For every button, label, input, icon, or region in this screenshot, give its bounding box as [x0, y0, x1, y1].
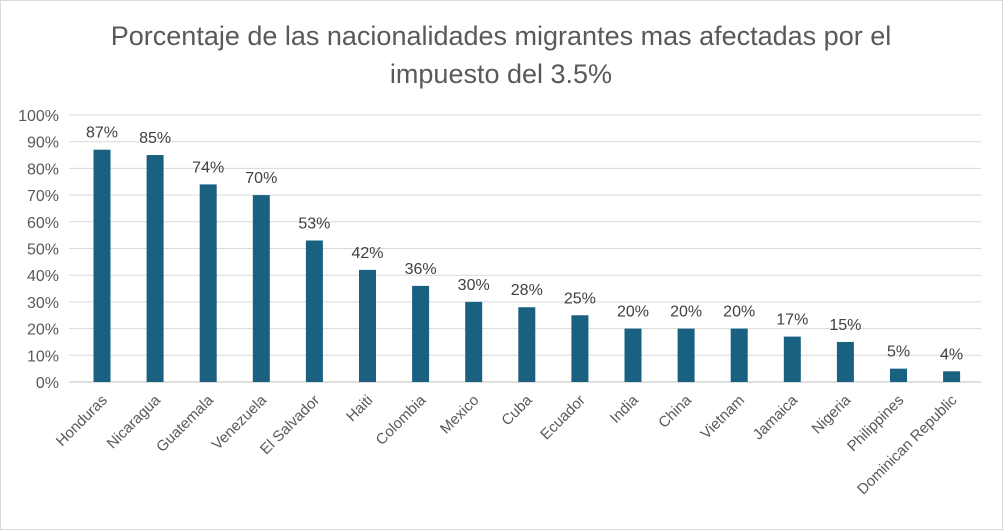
chart-title: Porcentaje de las nacionalidades migrant… — [101, 17, 901, 93]
category-label: Nigeria — [809, 391, 855, 437]
bar — [836, 341, 854, 382]
category-label: Jamaica — [750, 391, 802, 443]
bar — [890, 368, 907, 382]
y-tick-label: 90% — [27, 135, 59, 152]
bar — [146, 155, 164, 382]
category-label: Guatemala — [153, 391, 217, 455]
bar — [359, 269, 376, 382]
data-label: 15% — [829, 317, 861, 334]
category-label: Vietnam — [697, 392, 748, 443]
category-label: Honduras — [53, 392, 111, 450]
data-label: 30% — [458, 277, 490, 294]
category-label: India — [607, 391, 642, 426]
bar — [730, 328, 748, 382]
y-tick-label: 50% — [27, 242, 59, 259]
y-tick-label: 80% — [27, 161, 59, 178]
y-tick-label: 20% — [27, 322, 59, 339]
y-tick-label: 30% — [27, 295, 59, 312]
y-tick-label: 40% — [27, 268, 59, 285]
y-tick-label: 70% — [27, 188, 59, 205]
bar — [677, 328, 695, 382]
data-label: 20% — [617, 304, 649, 321]
data-labels: 87% 85% 74% 70% 53% 42% 36% 30% 28% 25% 20% 20% 20% 1… — [86, 125, 963, 364]
category-label: China — [655, 391, 695, 431]
data-label: 25% — [564, 290, 596, 307]
chart-title-line-2: impuesto del 3.5% — [389, 59, 613, 89]
data-label: 17% — [776, 312, 808, 329]
bar — [518, 307, 536, 382]
data-label: 70% — [245, 170, 277, 187]
bar — [624, 328, 642, 382]
data-label: 87% — [86, 125, 118, 142]
bar — [93, 149, 111, 382]
y-tick-label: 0% — [36, 375, 59, 392]
category-label: Colombia — [373, 391, 430, 448]
data-label: 20% — [670, 304, 702, 321]
category-label: Mexico — [437, 392, 483, 438]
data-label: 20% — [723, 304, 755, 321]
bar — [943, 371, 961, 382]
bar — [465, 301, 483, 382]
data-label: 42% — [351, 245, 383, 262]
bar — [783, 336, 801, 382]
y-tick-label: 60% — [27, 215, 59, 232]
data-label: 5% — [887, 344, 910, 361]
category-label: Cuba — [498, 391, 536, 429]
y-tick-label: 10% — [27, 348, 59, 365]
data-label: 28% — [511, 282, 543, 299]
y-axis-ticks: 0% 10% 20% 30% 40% 50% 60% 70% 80% 90% 100% — [18, 108, 59, 392]
chart-title-line-1: Porcentaje de las nacionalidades migrant… — [110, 21, 892, 51]
data-label: 74% — [192, 159, 224, 176]
bar — [571, 315, 589, 382]
bar — [199, 184, 217, 382]
data-label: 85% — [139, 130, 171, 147]
y-tick-label: 100% — [18, 108, 59, 125]
category-label: Dominican Republic — [854, 391, 961, 498]
bars — [93, 149, 961, 382]
data-label: 53% — [298, 215, 330, 232]
gridlines — [69, 114, 981, 383]
data-label: 36% — [405, 261, 437, 278]
bar — [305, 240, 323, 382]
bar — [252, 195, 270, 382]
bar — [412, 285, 430, 382]
category-label: Haiti — [343, 392, 376, 425]
data-label: 4% — [940, 346, 963, 363]
category-label: Ecuador — [537, 392, 589, 444]
